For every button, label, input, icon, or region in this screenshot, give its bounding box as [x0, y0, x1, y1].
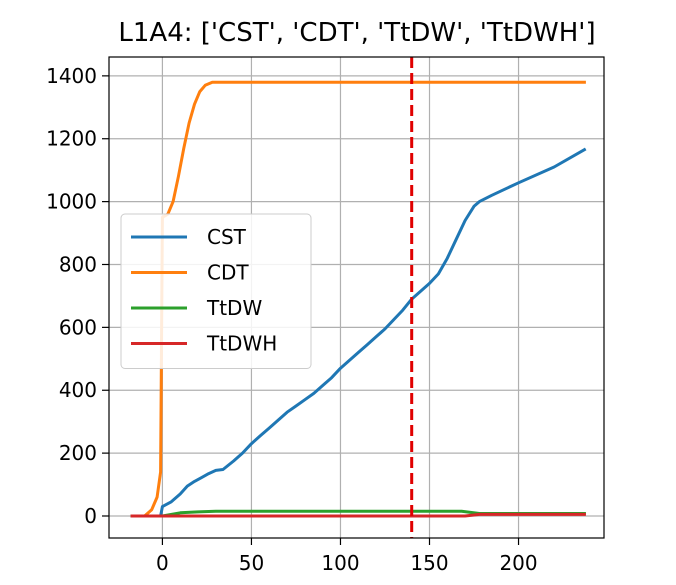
x-tick-label: 200 — [499, 551, 537, 575]
y-tick-label: 1400 — [46, 64, 97, 88]
legend-label-cst: CST — [207, 225, 247, 249]
legend: CST CDT TtDW TtDWH — [120, 213, 312, 369]
legend-box — [120, 213, 312, 369]
x-tick-label: 50 — [239, 551, 264, 575]
series-line-cdt — [130, 80, 586, 518]
y-tick-label: 600 — [59, 315, 97, 339]
y-tick-label: 1000 — [46, 190, 97, 214]
y-tick-label: 200 — [59, 441, 97, 465]
plot-frame — [108, 56, 605, 539]
y-tick-label: 800 — [59, 252, 97, 276]
legend-label-ttdwh: TtDWH — [206, 332, 277, 356]
series-line-cst — [130, 147, 587, 518]
y-tick-label: 400 — [59, 378, 97, 402]
chart-title: L1A4: ['CST', 'CDT', 'TtDW', 'TtDWH'] — [118, 18, 595, 48]
y-tick-label: 0 — [84, 504, 97, 528]
y-tick-label: 1200 — [46, 127, 97, 151]
x-tick-label: 0 — [156, 551, 169, 575]
series-lines — [130, 80, 587, 518]
x-tick-label: 150 — [410, 551, 448, 575]
legend-label-cdt: CDT — [207, 261, 249, 285]
series-line-ttdw — [130, 509, 586, 518]
legend-label-ttdw: TtDW — [206, 296, 262, 320]
series-line-ttdwh — [130, 512, 586, 518]
axis-ticks: 0 50 100 150 200 0 200 400 600 800 1000 1200 1400 — [46, 64, 538, 575]
x-tick-label: 100 — [321, 551, 359, 575]
